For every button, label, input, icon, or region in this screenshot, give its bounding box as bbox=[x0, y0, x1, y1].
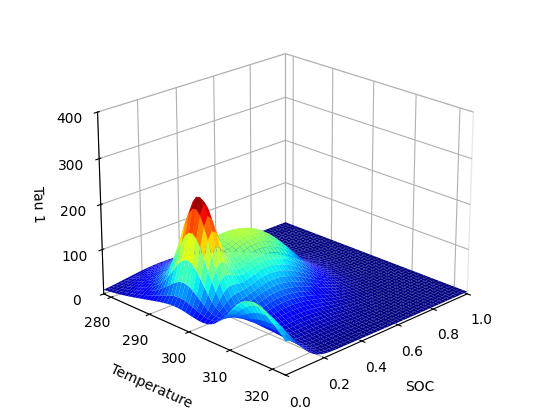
Y-axis label: Temperature: Temperature bbox=[108, 362, 194, 411]
X-axis label: SOC: SOC bbox=[405, 380, 435, 394]
